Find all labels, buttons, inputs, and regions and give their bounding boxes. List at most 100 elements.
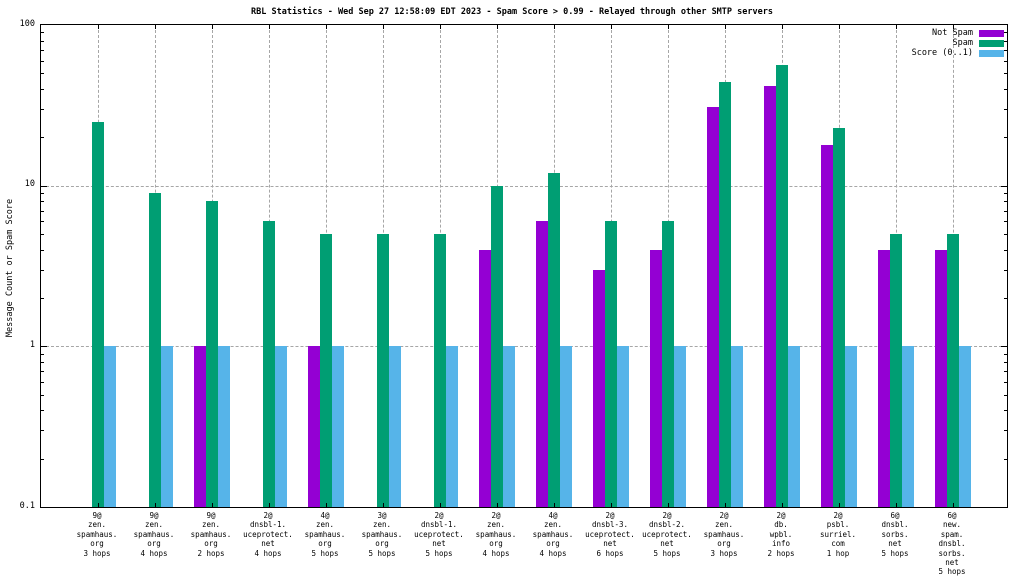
y-major-tick — [1001, 346, 1007, 348]
y-major-tick — [41, 185, 47, 187]
legend-item: Score (0..1) — [912, 48, 1004, 58]
x-tick — [155, 503, 156, 507]
bar-score-0-1- — [617, 346, 629, 507]
legend-label: Not Spam — [932, 28, 973, 38]
y-minor-tick — [1004, 410, 1007, 412]
bar-not-spam — [707, 106, 719, 507]
legend-item: Spam — [912, 38, 1004, 48]
legend-item: Not Spam — [912, 28, 1004, 38]
y-minor-tick — [41, 137, 44, 139]
x-tick-label: 2@ dnsbl-2. uceprotect. net 5 hops — [642, 511, 692, 558]
x-tick — [212, 25, 213, 29]
x-tick — [326, 25, 327, 29]
bar-not-spam — [308, 346, 320, 507]
y-minor-tick — [1004, 32, 1007, 34]
y-minor-tick — [1004, 371, 1007, 373]
bar-spam — [320, 234, 332, 507]
bar-spam — [719, 82, 731, 507]
y-minor-tick — [41, 234, 44, 236]
bar-spam — [833, 127, 845, 507]
y-minor-tick — [41, 109, 44, 110]
bar-not-spam — [650, 249, 662, 507]
y-minor-tick — [1004, 381, 1007, 383]
y-gridline — [41, 185, 1007, 187]
x-tick — [383, 503, 384, 507]
x-tick — [554, 503, 555, 507]
x-tick — [725, 503, 726, 507]
plot-area — [40, 24, 1008, 508]
bar-score-0-1- — [503, 346, 515, 507]
y-minor-tick — [1004, 297, 1007, 299]
chart-title: RBL Statistics - Wed Sep 27 12:58:09 EDT… — [251, 7, 773, 17]
bar-not-spam — [764, 85, 776, 507]
y-minor-tick — [1004, 353, 1007, 355]
bar-spam — [605, 221, 617, 507]
x-tick — [725, 25, 726, 29]
x-tick — [782, 503, 783, 507]
x-tick — [839, 25, 840, 29]
x-tick — [98, 25, 99, 29]
x-tick — [269, 25, 270, 29]
x-tick — [668, 503, 669, 507]
x-tick — [497, 503, 498, 507]
y-minor-tick — [1004, 60, 1007, 62]
bar-spam — [491, 185, 503, 507]
y-minor-tick — [41, 32, 44, 34]
x-tick — [953, 503, 954, 507]
y-minor-tick — [41, 430, 44, 432]
legend-swatch — [979, 49, 1004, 57]
y-minor-tick — [41, 371, 44, 373]
x-tick — [668, 25, 669, 29]
y-minor-tick — [41, 49, 44, 51]
x-tick-label: 2@ db. wpbl. info 2 hops — [767, 511, 795, 558]
y-major-tick — [1001, 185, 1007, 187]
x-tick-label: 6@ new. spam. dnsbl. sorbs. net 5 hops — [938, 511, 966, 576]
x-tick — [98, 503, 99, 507]
bar-not-spam — [593, 269, 605, 507]
x-tick-label: 2@ psbl. surriel. com 1 hop — [819, 511, 857, 558]
bar-score-0-1- — [731, 346, 743, 507]
y-minor-tick — [41, 88, 44, 90]
bar-spam — [377, 234, 389, 507]
bar-score-0-1- — [104, 346, 116, 507]
y-tick-label: 0.1 — [19, 500, 35, 511]
bar-spam — [662, 221, 674, 507]
legend: Not Spam Spam Score (0..1) — [912, 28, 1004, 58]
y-minor-tick — [41, 353, 44, 355]
bar-spam — [434, 234, 446, 507]
bar-score-0-1- — [902, 346, 914, 507]
y-minor-tick — [41, 361, 44, 363]
bar-not-spam — [878, 249, 890, 507]
x-tick — [440, 25, 441, 29]
y-minor-tick — [1004, 88, 1007, 90]
x-tick — [269, 503, 270, 507]
bar-score-0-1- — [959, 346, 971, 507]
y-tick-label: 10 — [24, 179, 35, 190]
bar-not-spam — [935, 249, 947, 507]
legend-swatch — [979, 29, 1004, 37]
x-tick-label: 2@ zen. spamhaus. org 4 hops — [475, 511, 517, 558]
y-minor-tick — [1004, 193, 1007, 195]
legend-swatch — [979, 39, 1004, 47]
y-tick-label: 100 — [19, 18, 35, 29]
bar-spam — [890, 234, 902, 507]
y-minor-tick — [41, 269, 44, 271]
x-tick — [326, 503, 327, 507]
x-tick-label: 2@ zen. spamhaus. org 3 hops — [703, 511, 745, 558]
x-tick-label: 3@ zen. spamhaus. org 5 hops — [361, 511, 403, 558]
y-minor-tick — [1004, 458, 1007, 460]
x-tick — [896, 25, 897, 29]
x-tick-label: 2@ dnsbl-1. uceprotect. net 5 hops — [414, 511, 464, 558]
bar-spam — [149, 193, 161, 507]
x-tick — [611, 25, 612, 29]
y-minor-tick — [1004, 201, 1007, 203]
y-minor-tick — [1004, 249, 1007, 251]
bar-spam — [776, 65, 788, 507]
y-minor-tick — [1004, 40, 1007, 42]
x-tick — [497, 25, 498, 29]
x-tick-label: 9@ zen. spamhaus. org 3 hops — [76, 511, 118, 558]
x-tick — [953, 25, 954, 29]
y-minor-tick — [41, 40, 44, 42]
x-tick — [782, 25, 783, 29]
